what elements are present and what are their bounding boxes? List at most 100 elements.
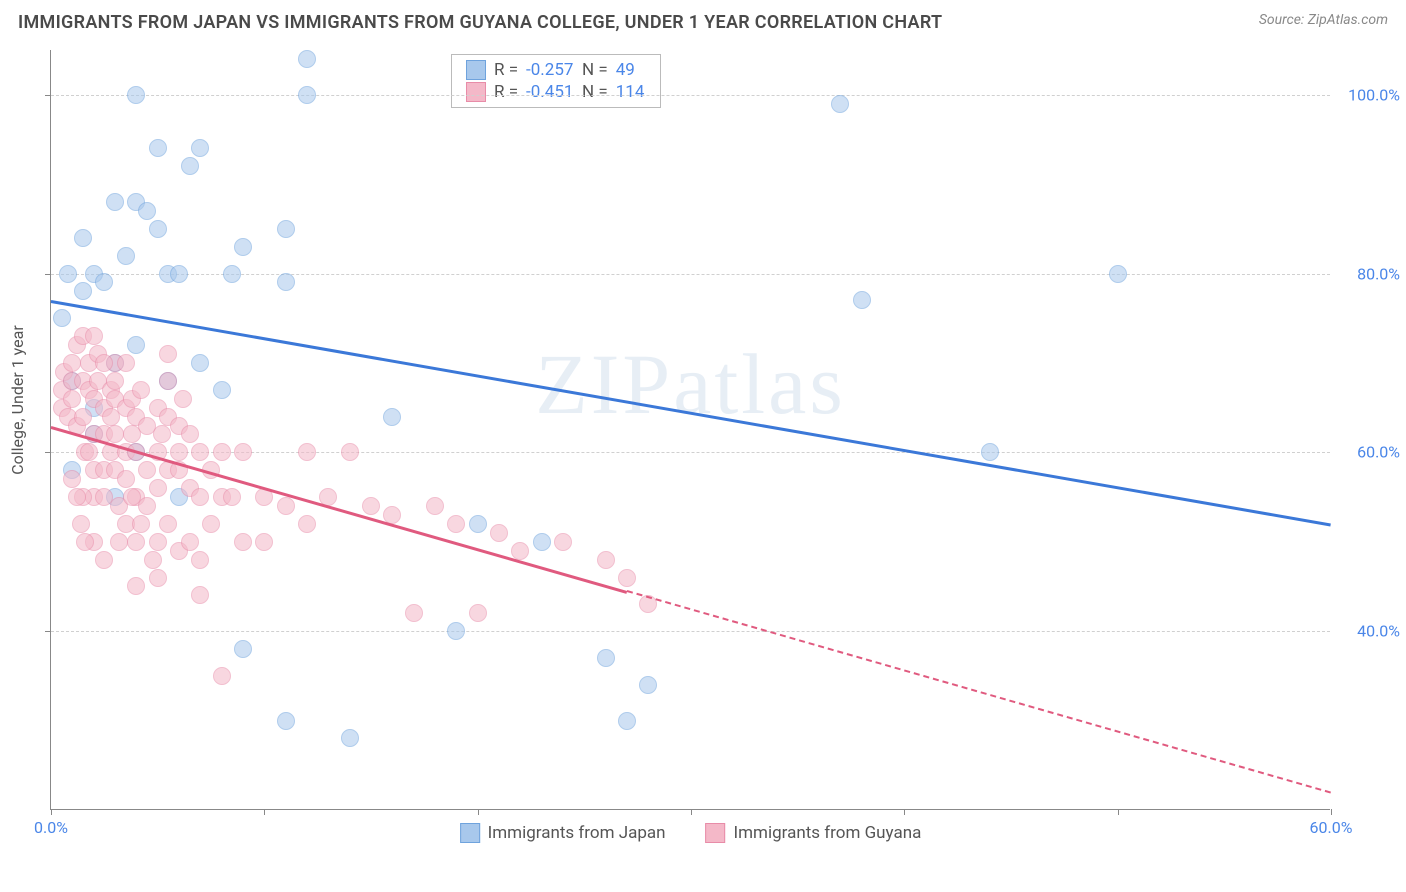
stats-row: R =-0.451N =114 xyxy=(466,81,646,103)
data-point xyxy=(117,354,135,372)
n-label: N = xyxy=(582,82,608,102)
data-point xyxy=(102,408,120,426)
data-point xyxy=(63,390,81,408)
legend: Immigrants from Japan Immigrants from Guy… xyxy=(460,823,922,843)
correlation-stats-box: R =-0.257N =49R =-0.451N =114 xyxy=(451,54,661,108)
data-point xyxy=(159,372,177,390)
data-point xyxy=(234,533,252,551)
data-point xyxy=(223,488,241,506)
data-point xyxy=(618,712,636,730)
legend-swatch xyxy=(460,823,480,843)
data-point xyxy=(191,551,209,569)
data-point xyxy=(298,86,316,104)
series-swatch xyxy=(466,60,486,80)
x-tick-mark xyxy=(1331,809,1332,815)
data-point xyxy=(202,515,220,533)
data-point xyxy=(383,408,401,426)
gridline xyxy=(51,95,1330,96)
data-point xyxy=(533,533,551,551)
y-tick-mark xyxy=(45,631,51,632)
legend-item: Immigrants from Guyana xyxy=(706,823,922,843)
data-point xyxy=(95,551,113,569)
data-point xyxy=(149,139,167,157)
data-point xyxy=(123,488,141,506)
data-point xyxy=(127,533,145,551)
r-value: -0.257 xyxy=(526,60,574,80)
data-point xyxy=(127,577,145,595)
data-point xyxy=(191,443,209,461)
x-tick-mark xyxy=(264,809,265,815)
data-point xyxy=(341,729,359,747)
data-point xyxy=(144,551,162,569)
data-point xyxy=(277,220,295,238)
data-point xyxy=(138,461,156,479)
data-point xyxy=(106,193,124,211)
series-swatch xyxy=(466,82,486,102)
data-point xyxy=(405,604,423,622)
data-point xyxy=(223,265,241,283)
source-attribution: Source: ZipAtlas.com xyxy=(1259,12,1388,28)
data-point xyxy=(170,443,188,461)
y-tick-label: 40.0% xyxy=(1357,622,1400,641)
data-point xyxy=(59,265,77,283)
stats-row: R =-0.257N =49 xyxy=(466,59,646,81)
data-point xyxy=(298,50,316,68)
data-point xyxy=(298,515,316,533)
y-tick-label: 100.0% xyxy=(1348,85,1400,104)
data-point xyxy=(117,470,135,488)
data-point xyxy=(362,497,380,515)
watermark-text: ZIPatlas xyxy=(535,334,846,434)
data-point xyxy=(191,586,209,604)
data-point xyxy=(234,238,252,256)
data-point xyxy=(95,273,113,291)
legend-label: Immigrants from Guyana xyxy=(734,823,922,843)
gridline xyxy=(51,631,1330,632)
data-point xyxy=(63,470,81,488)
data-point xyxy=(127,86,145,104)
r-value: -0.451 xyxy=(526,82,574,102)
x-tick-label: 60.0% xyxy=(1310,818,1353,837)
data-point xyxy=(181,157,199,175)
regression-line xyxy=(627,591,1332,795)
data-point xyxy=(191,488,209,506)
data-point xyxy=(426,497,444,515)
data-point xyxy=(490,524,508,542)
legend-swatch xyxy=(706,823,726,843)
data-point xyxy=(80,443,98,461)
data-point xyxy=(149,479,167,497)
data-point xyxy=(191,354,209,372)
data-point xyxy=(447,622,465,640)
data-point xyxy=(853,291,871,309)
data-point xyxy=(981,443,999,461)
data-point xyxy=(74,282,92,300)
data-point xyxy=(76,533,94,551)
regression-line xyxy=(51,300,1331,526)
data-point xyxy=(174,390,192,408)
data-point xyxy=(255,533,273,551)
data-point xyxy=(277,273,295,291)
data-point xyxy=(149,220,167,238)
data-point xyxy=(831,95,849,113)
y-tick-label: 80.0% xyxy=(1357,264,1400,283)
chart-title: IMMIGRANTS FROM JAPAN VS IMMIGRANTS FROM… xyxy=(18,12,942,33)
data-point xyxy=(138,497,156,515)
data-point xyxy=(341,443,359,461)
data-point xyxy=(277,497,295,515)
data-point xyxy=(469,604,487,622)
data-point xyxy=(72,515,90,533)
data-point xyxy=(511,542,529,560)
y-tick-mark xyxy=(45,274,51,275)
data-point xyxy=(213,443,231,461)
data-point xyxy=(191,139,209,157)
data-point xyxy=(95,354,113,372)
legend-item: Immigrants from Japan xyxy=(460,823,666,843)
data-point xyxy=(74,408,92,426)
r-label: R = xyxy=(494,60,518,80)
y-tick-mark xyxy=(45,95,51,96)
data-point xyxy=(277,712,295,730)
n-value: 49 xyxy=(616,60,646,80)
data-point xyxy=(181,425,199,443)
data-point xyxy=(234,640,252,658)
data-point xyxy=(127,336,145,354)
data-point xyxy=(213,381,231,399)
